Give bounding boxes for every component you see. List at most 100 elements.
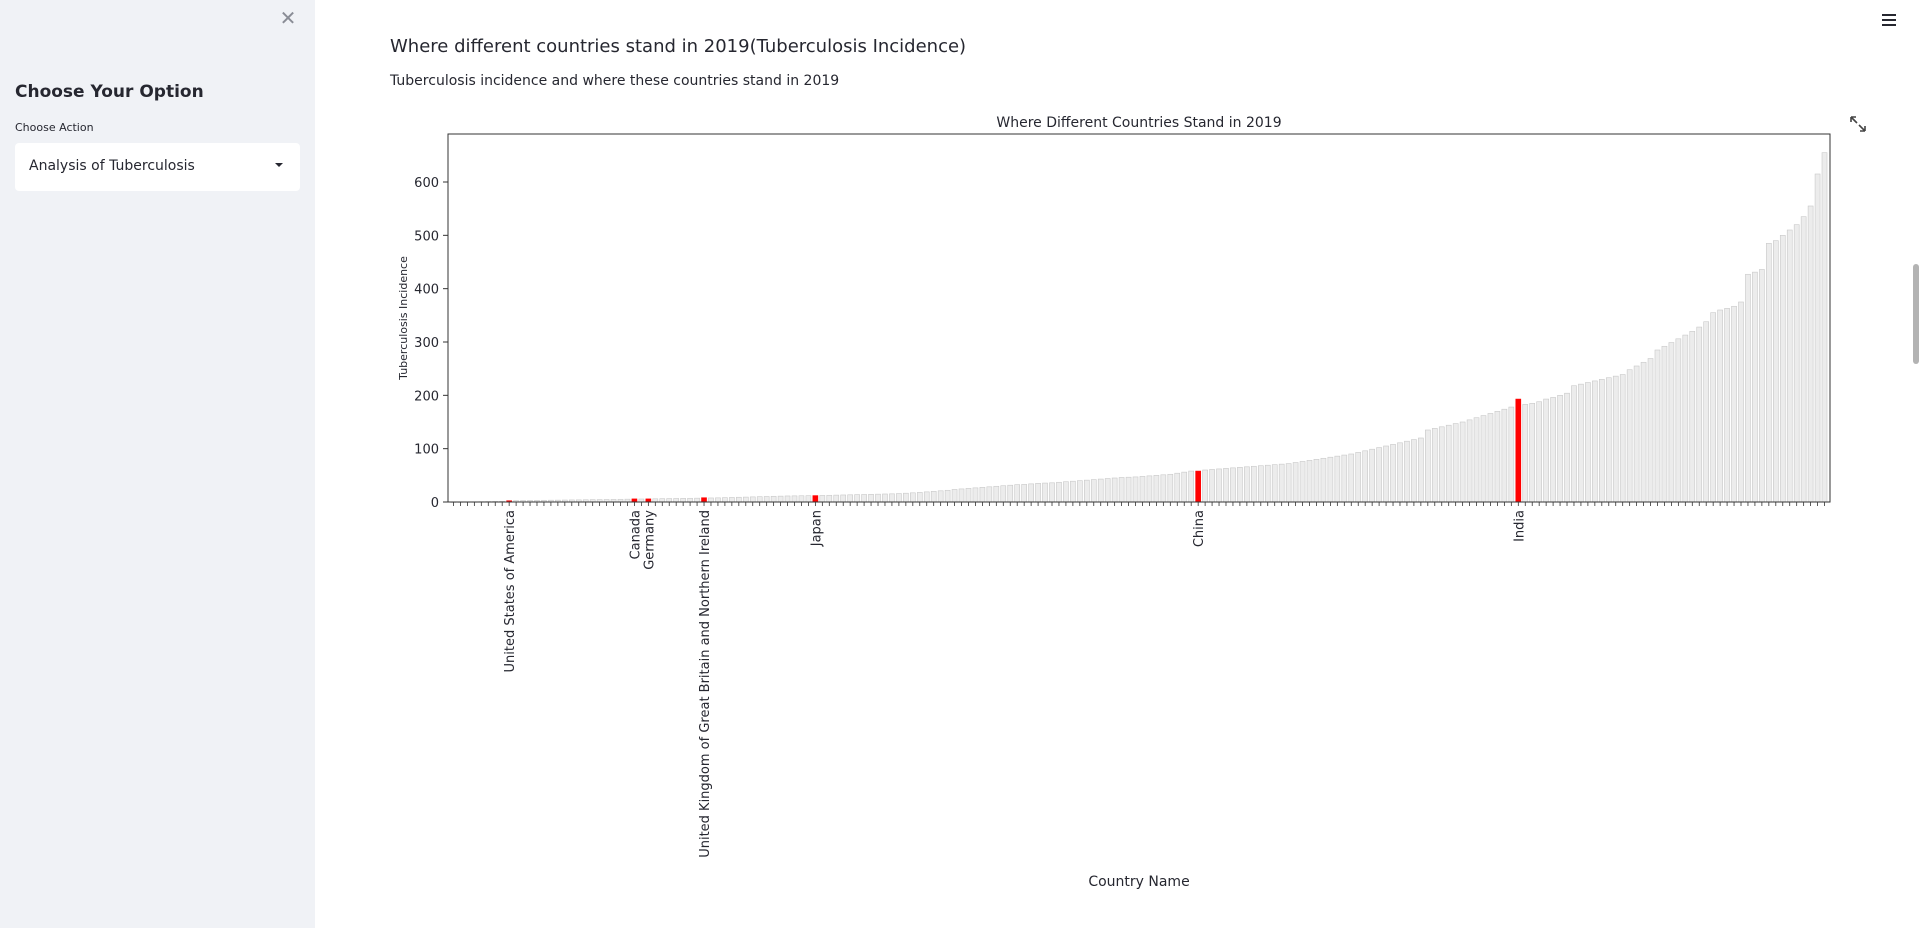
bar <box>896 493 902 503</box>
bar <box>1355 452 1362 503</box>
x-tick-label: Japan <box>809 510 824 547</box>
bar <box>1153 475 1160 503</box>
bar <box>1571 385 1577 503</box>
y-tick-label: 500 <box>414 229 439 244</box>
choose-action-select[interactable]: Analysis of Tuberculosis <box>15 143 300 191</box>
bar <box>1042 482 1048 503</box>
bar <box>1251 465 1257 503</box>
bar <box>1689 331 1696 503</box>
bar <box>1369 448 1375 503</box>
page-title: Where different countries stand in 2019(… <box>390 36 967 57</box>
y-tick-label: 300 <box>414 336 439 351</box>
bar <box>1438 426 1445 503</box>
bar <box>1146 475 1153 503</box>
bar <box>1341 454 1348 503</box>
bar <box>1202 469 1208 503</box>
bar <box>1675 338 1682 503</box>
close-icon[interactable]: ✕ <box>279 6 297 30</box>
bar <box>1529 403 1536 503</box>
bar <box>1160 474 1167 503</box>
bar <box>1070 480 1076 503</box>
bar <box>1230 467 1236 503</box>
bar <box>854 494 860 503</box>
bar <box>930 491 937 503</box>
bar <box>1640 361 1647 503</box>
x-axis-label: Country Name <box>1088 874 1189 890</box>
bar <box>1821 152 1828 503</box>
bar <box>1494 411 1501 503</box>
bar <box>993 485 1000 503</box>
x-tick-label: Canada <box>628 510 643 559</box>
bar <box>1223 468 1229 503</box>
bar <box>1501 408 1508 503</box>
bar <box>965 488 972 503</box>
bar <box>1473 417 1480 503</box>
bar <box>1745 273 1751 503</box>
bar <box>1766 243 1772 503</box>
bar <box>826 494 833 503</box>
bar <box>1814 173 1821 503</box>
bar <box>1592 380 1598 503</box>
bar <box>708 497 714 503</box>
bar <box>1285 463 1292 503</box>
sidebar-title: Choose Your Option <box>15 82 204 102</box>
bar <box>819 495 826 503</box>
bar <box>1014 484 1021 503</box>
bar <box>1174 472 1181 503</box>
bar <box>1376 447 1382 503</box>
bar <box>1550 397 1556 503</box>
bar <box>1397 442 1403 503</box>
y-axis: 0 100 200 300 400 500 600 <box>414 176 448 511</box>
bar <box>1717 309 1723 503</box>
bar <box>1752 271 1758 503</box>
bar <box>1564 392 1570 503</box>
bar <box>1320 457 1327 503</box>
bar <box>1188 470 1194 503</box>
bar <box>1237 467 1243 503</box>
bar <box>986 486 993 503</box>
bar <box>1334 455 1341 503</box>
y-axis-label: Tuberculosis Incidence <box>397 256 410 381</box>
bar <box>1306 460 1313 503</box>
bar <box>1084 479 1090 503</box>
bar <box>1257 465 1264 503</box>
bar <box>666 498 673 503</box>
scrollbar-thumb[interactable] <box>1913 264 1919 364</box>
bar <box>1466 419 1473 503</box>
bar <box>791 495 798 503</box>
caret-down-icon <box>275 163 283 167</box>
y-tick-label: 400 <box>414 283 439 298</box>
bar <box>1508 406 1515 503</box>
bar <box>944 489 951 503</box>
bar <box>1724 308 1730 503</box>
bar <box>1063 481 1069 503</box>
bar <box>763 496 770 503</box>
bar <box>1599 379 1605 503</box>
bar <box>777 495 784 503</box>
bar <box>1216 468 1222 503</box>
bar-highlighted <box>1515 398 1522 503</box>
bar <box>756 496 763 503</box>
bar <box>1585 382 1591 503</box>
bar <box>1209 469 1215 503</box>
bar <box>1021 484 1027 503</box>
bar <box>1348 453 1355 503</box>
bar <box>861 494 867 503</box>
hamburger-menu-icon[interactable] <box>1877 9 1901 31</box>
bar <box>1710 312 1716 503</box>
fullscreen-expand-icon[interactable] <box>1848 114 1868 134</box>
bar <box>1793 224 1800 503</box>
bar <box>1000 485 1007 503</box>
bar <box>910 492 916 503</box>
bar <box>1125 476 1132 503</box>
x-tick-label: China <box>1192 510 1207 547</box>
bar <box>1404 440 1410 503</box>
bar <box>1661 345 1668 503</box>
bar <box>1668 342 1675 503</box>
bar <box>1362 450 1368 503</box>
bar <box>1292 462 1299 503</box>
bar <box>1007 484 1014 503</box>
bar <box>770 495 777 503</box>
bar <box>729 497 735 503</box>
bar <box>1647 358 1654 503</box>
